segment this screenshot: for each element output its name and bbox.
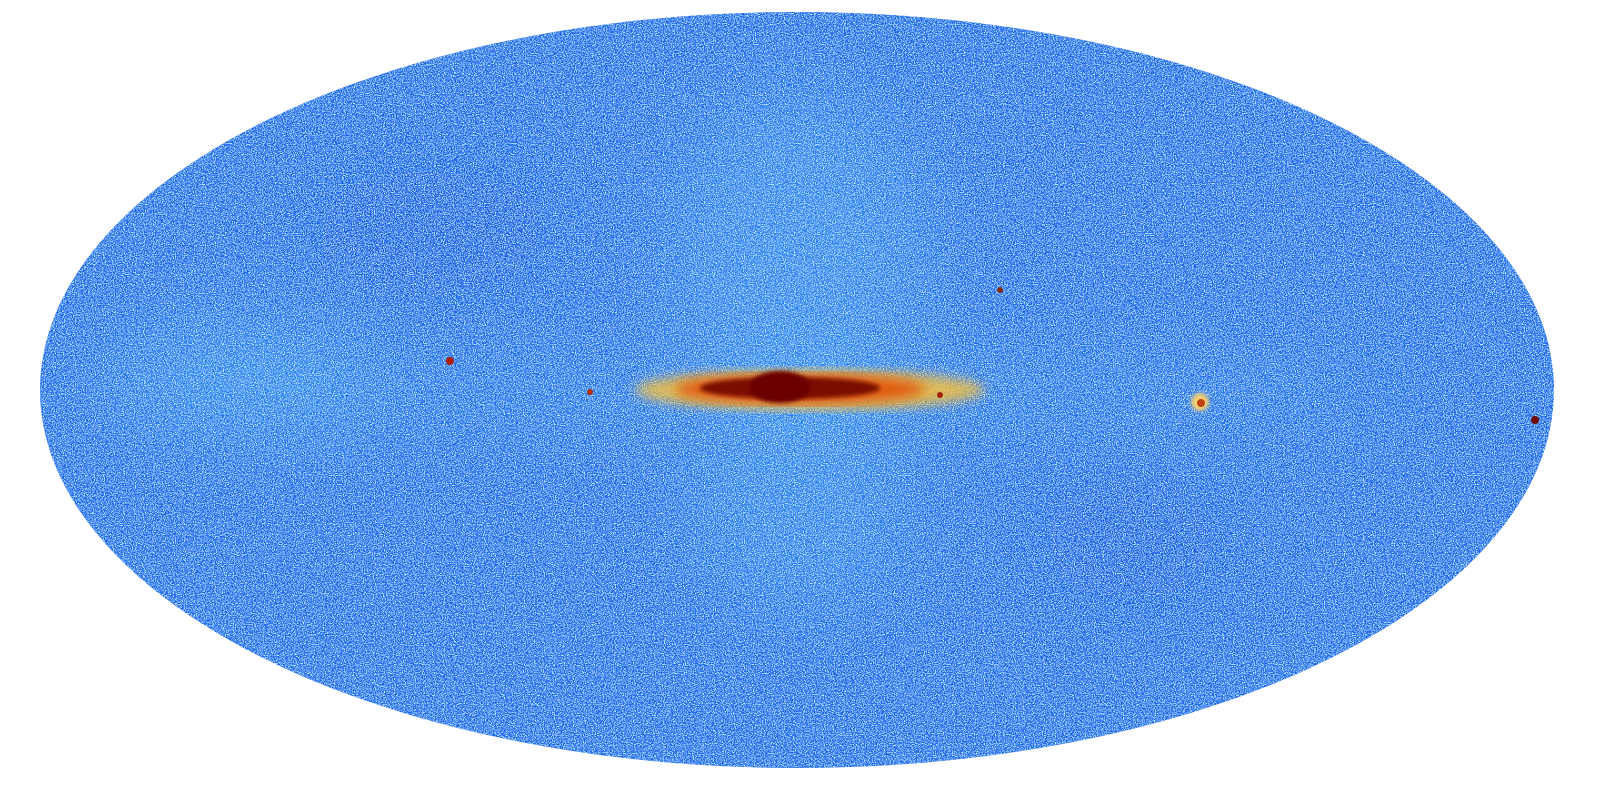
sky-map <box>0 0 1610 790</box>
sky-area <box>0 0 1610 790</box>
page <box>0 0 1610 790</box>
galactic-center <box>635 370 985 410</box>
